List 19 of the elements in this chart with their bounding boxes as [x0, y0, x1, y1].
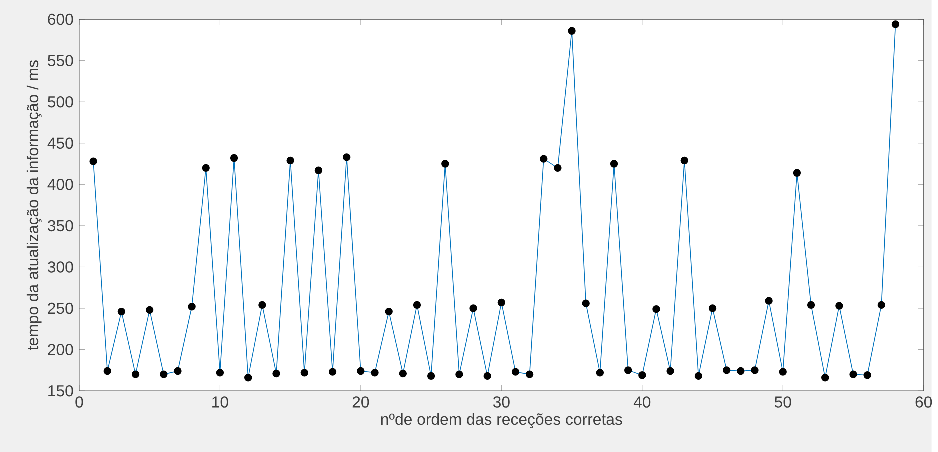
- y-axis-title: tempo da atualização da informação / ms: [26, 60, 42, 350]
- x-tick-label: 60: [916, 396, 932, 408]
- y-tick-label: 350: [48, 220, 74, 232]
- y-tick-label: 200: [48, 344, 74, 356]
- x-tick-label: 10: [212, 396, 228, 408]
- y-tick-label: 600: [48, 14, 74, 26]
- x-tick-label: 20: [352, 396, 370, 408]
- y-tick-label: 250: [48, 302, 74, 314]
- y-tick-label: 550: [48, 55, 74, 66]
- x-tick-label: 50: [774, 396, 792, 408]
- x-axis-title: nºde ordem das receções corretas: [381, 413, 622, 428]
- x-tick-label: 30: [493, 396, 510, 408]
- x-tick-label: 40: [634, 396, 651, 408]
- y-tick-label: 450: [48, 138, 74, 150]
- y-tick-label: 400: [48, 179, 74, 190]
- y-tick-label: 300: [48, 262, 74, 273]
- y-tick-label: 500: [48, 96, 74, 108]
- y-tick-label: 150: [48, 385, 74, 397]
- x-tick-label: 0: [76, 396, 84, 408]
